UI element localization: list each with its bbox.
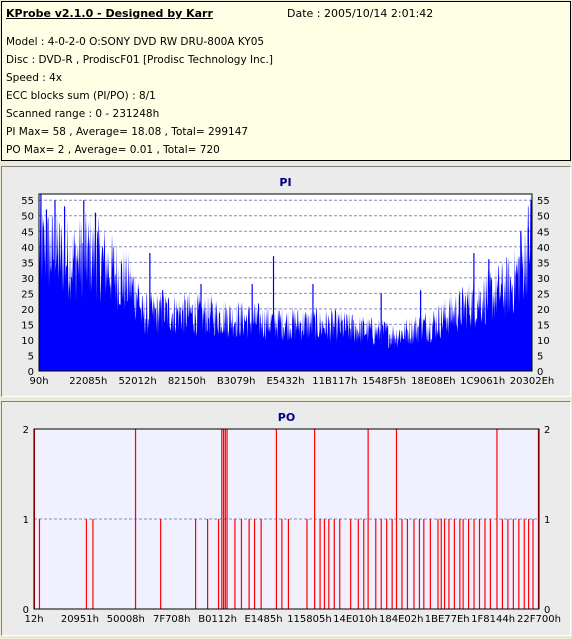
y-tick-right-0-11: 55 (537, 196, 550, 207)
y-tick-right-1-1: 1 (544, 515, 550, 526)
x-tick-1-10: 1F8144h (471, 614, 515, 625)
chart-title-0: PI (279, 176, 291, 189)
y-tick-right-0-9: 45 (537, 227, 550, 238)
x-tick-1-2: 50008h (107, 614, 145, 625)
y-tick-left-0-3: 15 (21, 320, 34, 331)
x-tick-0-8: 18E08Eh (411, 376, 455, 387)
y-tick-left-0-8: 40 (21, 243, 34, 254)
x-tick-0-6: 11B117h (312, 376, 357, 387)
scan-date: Date : 2005/10/14 2:01:42 (287, 7, 434, 20)
y-tick-left-1-1: 1 (23, 515, 29, 526)
po-chart-panel: PO 0 0 1 1 2 2 12h 20951h 50008h 7F708h B0112h E1485… (1, 401, 571, 636)
po-summary-line: PO Max= 2 , Average= 0.01 , Total= 720 (6, 144, 220, 156)
y-tick-left-0-9: 45 (21, 227, 34, 238)
y-tick-left-1-2: 2 (23, 425, 29, 436)
x-tick-1-0: 12h (24, 614, 43, 625)
y-tick-left-0-2: 10 (21, 336, 34, 347)
y-tick-right-0-1: 5 (537, 351, 543, 362)
x-tick-1-1: 20951h (61, 614, 99, 625)
pi-series-area (39, 194, 532, 371)
y-tick-left-0-11: 55 (21, 196, 34, 207)
pi-summary-line: PI Max= 58 , Average= 18.08 , Total= 299… (6, 126, 249, 138)
y-tick-right-0-7: 35 (537, 258, 550, 269)
x-tick-0-4: B3079h (217, 376, 256, 387)
y-tick-right-1-2: 2 (544, 425, 550, 436)
y-tick-left-0-0: 0 (28, 367, 34, 378)
y-tick-right-1-0: 0 (544, 605, 550, 616)
plot-border-0 (38, 193, 533, 372)
x-tick-1-7: 14E010h (333, 614, 377, 625)
y-tick-right-0-4: 20 (537, 305, 550, 316)
y-tick-left-0-7: 35 (21, 258, 34, 269)
x-tick-0-10: 20302Eh (510, 376, 554, 387)
speed-line: Speed : 4x (6, 72, 63, 84)
y-tick-right-0-8: 40 (537, 243, 550, 254)
x-tick-0-1: 22085h (69, 376, 107, 387)
model-line: Model : 4-0-2-0 O:SONY DVD RW DRU-800A K… (6, 36, 265, 48)
x-tick-0-9: 1C9061h (460, 376, 505, 387)
x-tick-0-7: 1548F5h (362, 376, 406, 387)
x-tick-0-0: 90h (29, 376, 48, 387)
chart-title-1: PO (278, 411, 295, 424)
y-tick-left-1-0: 0 (23, 605, 29, 616)
disc-line: Disc : DVD-R , ProdiscF01 [Prodisc Techn… (6, 54, 273, 66)
y-tick-right-0-5: 25 (537, 289, 550, 300)
y-tick-left-0-6: 30 (21, 274, 34, 285)
y-tick-left-0-1: 5 (28, 351, 34, 362)
ecc-line: ECC blocks sum (PI/PO) : 8/1 (6, 90, 156, 102)
y-tick-left-0-5: 25 (21, 289, 34, 300)
x-tick-1-4: B0112h (198, 614, 237, 625)
x-tick-1-6: 115805h (287, 614, 332, 625)
y-tick-right-0-2: 10 (537, 336, 550, 347)
x-tick-1-5: E1485h (244, 614, 282, 625)
x-tick-1-8: 184E02h (379, 614, 423, 625)
plot-border-1 (33, 428, 540, 610)
y-tick-right-0-3: 15 (537, 320, 550, 331)
info-panel: KProbe v2.1.0 - Designed by Karr Date : … (1, 1, 571, 161)
y-tick-right-0-6: 30 (537, 274, 550, 285)
y-tick-left-0-4: 20 (21, 305, 34, 316)
x-tick-1-11: 22F700h (517, 614, 561, 625)
y-tick-left-0-10: 50 (21, 212, 34, 223)
x-tick-1-3: 7F708h (153, 614, 191, 625)
app-title: KProbe v2.1.0 - Designed by Karr (6, 7, 213, 20)
po-chart: PO 0 0 1 1 2 2 12h 20951h 50008h 7F708h B0112h E1485… (23, 411, 561, 625)
pi-chart-panel: PI 0 0 5 5 10 10 15 15 20 20 25 25 30 30 35 35 40 40 45 45 50… (1, 166, 571, 397)
x-tick-0-3: 82150h (168, 376, 206, 387)
x-tick-1-9: 1BE77Eh (425, 614, 470, 625)
y-tick-right-0-0: 0 (537, 367, 543, 378)
x-tick-0-2: 52012h (119, 376, 157, 387)
x-tick-0-5: E5432h (266, 376, 304, 387)
y-tick-right-0-10: 50 (537, 212, 550, 223)
range-line: Scanned range : 0 - 231248h (6, 108, 160, 120)
